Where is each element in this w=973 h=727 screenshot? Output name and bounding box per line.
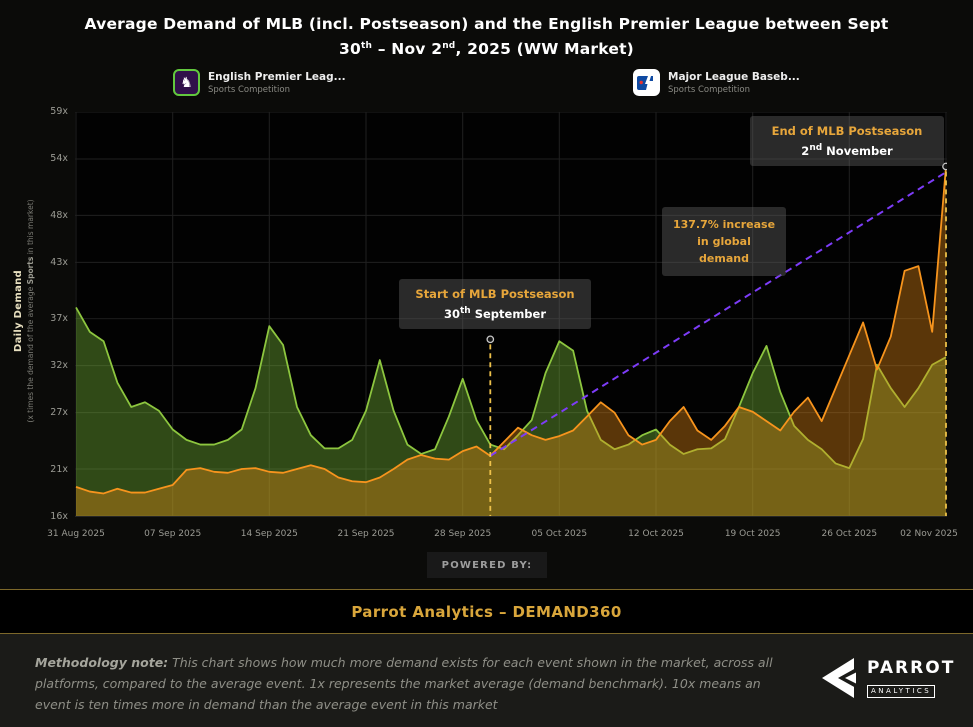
legend-mlb-type: Sports Competition	[668, 84, 750, 95]
title-line2: 30th – Nov 2nd, 2025 (WW Market)	[339, 40, 634, 59]
annotation-increase-line2: in global	[697, 235, 751, 248]
legend-epl-name: English Premier Leag...	[208, 70, 346, 83]
annotation-demand-increase: 137.7% increase in global demand	[662, 207, 786, 276]
parrot-logo-sub: ANALYTICS	[867, 684, 936, 698]
legend-item-epl: ♞ English Premier Leag... Sports Competi…	[173, 69, 346, 96]
y-axis-title: Daily Demand (x times the demand of the …	[13, 111, 35, 511]
legend-mlb-text: Major League Baseb... Sports Competition	[668, 71, 800, 95]
y-axis-title-main: Daily Demand	[13, 269, 24, 353]
x-axis-tick-label: 19 Oct 2025	[724, 529, 781, 539]
x-axis-tick-label: 14 Sep 2025	[240, 529, 298, 539]
annotation-end-date: 2nd November	[801, 143, 893, 158]
annotation-end-of-mlb-postseason: End of MLB Postseason 2nd November	[750, 116, 944, 166]
x-axis-tick-label: 12 Oct 2025	[628, 529, 684, 539]
page-title: Average Demand of MLB (incl. Postseason)…	[0, 13, 973, 60]
premier-league-logo-icon: ♞	[173, 69, 200, 96]
mlb-logo-icon	[633, 69, 660, 96]
parrot-analytics-logo: PARROT ANALYTICS	[818, 656, 955, 700]
title-line1: Average Demand of MLB (incl. Postseason)…	[84, 15, 889, 33]
x-axis-tick-label: 05 Oct 2025	[531, 529, 588, 539]
x-axis-tick-label: 02 Nov 2025	[900, 529, 958, 539]
annotation-start-of-mlb-postseason: Start of MLB Postseason 30th September	[399, 279, 591, 329]
x-axis-tick-label: 07 Sep 2025	[144, 529, 202, 539]
x-axis-tick-label: 31 Aug 2025	[47, 529, 105, 539]
x-axis-tick-label: 21 Sep 2025	[337, 529, 395, 539]
methodology-text: Methodology note: This chart shows how m…	[35, 655, 773, 712]
annotation-end-title: End of MLB Postseason	[771, 124, 923, 138]
annotation-start-title: Start of MLB Postseason	[415, 287, 575, 301]
x-axis-tick-label: 26 Oct 2025	[821, 529, 878, 539]
legend-mlb-name: Major League Baseb...	[668, 70, 800, 83]
y-axis-title-sub: (x times the demand of the average Sport…	[26, 199, 35, 423]
mlb-logo-graphic	[636, 75, 657, 90]
y-axis-tick-label: 37x	[50, 313, 68, 325]
parrot-logo-text: PARROT ANALYTICS	[867, 658, 955, 698]
methodology-label: Methodology note:	[35, 655, 169, 670]
powered-by-label: POWERED BY:	[427, 552, 547, 578]
brand-banner: Parrot Analytics – DEMAND360	[0, 589, 973, 634]
legend-epl-type: Sports Competition	[208, 84, 290, 95]
y-axis-tick-label: 43x	[50, 256, 68, 268]
y-axis-tick-label: 54x	[50, 153, 68, 165]
y-axis-tick-label: 48x	[50, 209, 68, 221]
annotation-increase-line1: 137.7% increase	[672, 218, 776, 231]
y-axis-tick-label: 21x	[50, 463, 68, 475]
annotation-start-date: 30th September	[443, 306, 547, 321]
annotation-increase-line3: demand	[699, 252, 749, 265]
legend-item-mlb: Major League Baseb... Sports Competition	[633, 69, 800, 96]
parrot-mark-icon	[822, 658, 856, 698]
legend-epl-text: English Premier Leag... Sports Competiti…	[208, 71, 346, 95]
chart-plot-svg	[75, 112, 947, 516]
y-axis-tick-label: 27x	[50, 407, 68, 419]
y-axis-tick-label: 59x	[50, 106, 68, 117]
brand-banner-text: Parrot Analytics – DEMAND360	[351, 602, 622, 621]
x-axis-tick-label: 28 Sep 2025	[434, 529, 492, 539]
y-axis-tick-label: 32x	[50, 360, 68, 372]
chart-plot-area	[75, 112, 947, 517]
parrot-logo-name: PARROT	[867, 658, 956, 679]
methodology-note: Methodology note: This chart shows how m…	[0, 634, 973, 727]
premier-league-lion-glyph: ♞	[180, 74, 193, 91]
y-axis-tick-label: 16x	[50, 511, 68, 522]
